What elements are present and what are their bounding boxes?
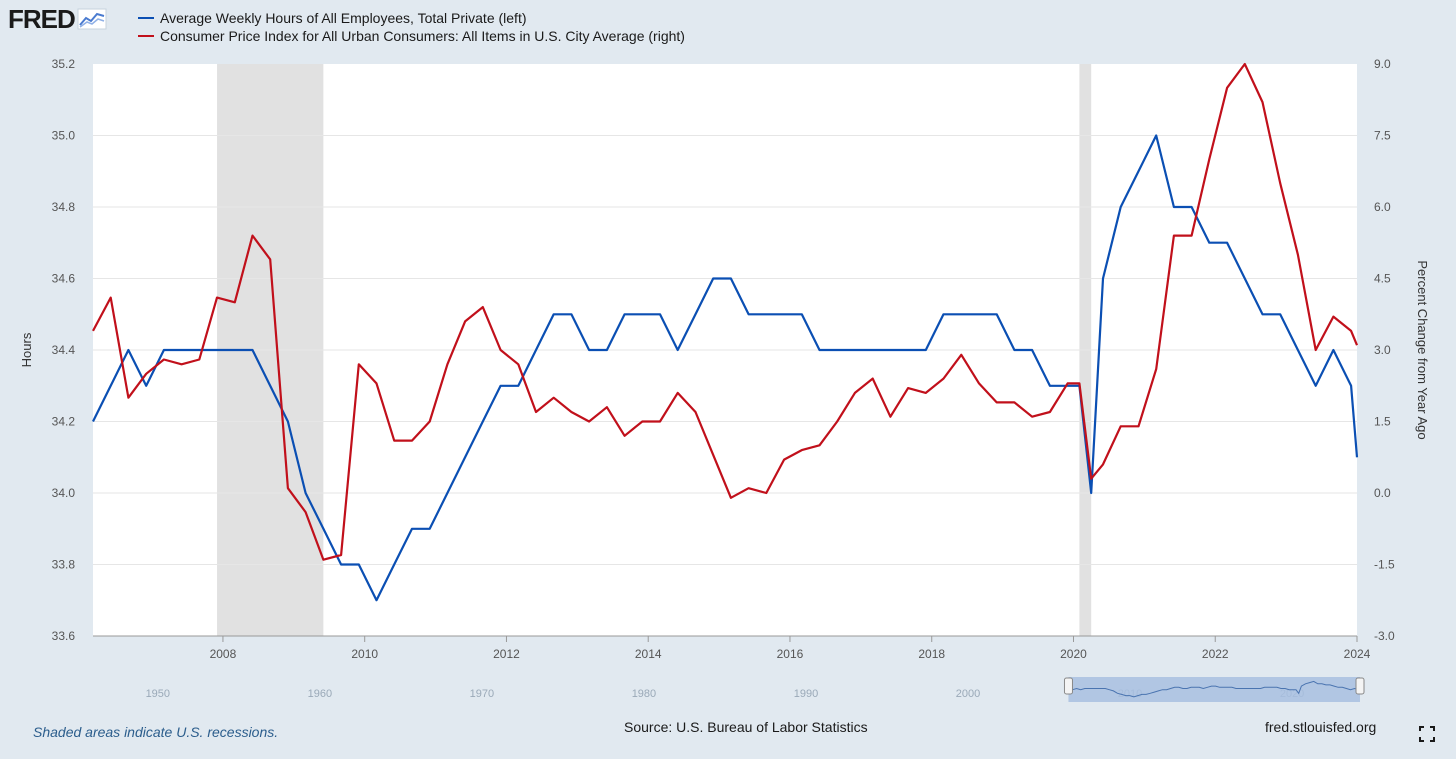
navigator-handle-left[interactable]: [1063, 677, 1073, 695]
legend-label-hours: Average Weekly Hours of All Employees, T…: [160, 10, 527, 26]
navigator-handle-right[interactable]: [1355, 677, 1365, 695]
legend-swatch-hours: [138, 17, 154, 19]
x-tick-label: 2022: [1202, 647, 1229, 661]
chart-canvas[interactable]: 33.6 33.8 34.0 34.2 34.4 34.6 34.8 35.0 35.2 -3.0…: [0, 0, 1456, 710]
x-tick-label: 2024: [1344, 647, 1371, 661]
y2-tick-label: 1.5: [1374, 415, 1391, 429]
y-tick-label: 33.6: [52, 629, 76, 643]
x-tick-label: 2010: [351, 647, 378, 661]
y2-tick-label: -1.5: [1374, 558, 1395, 572]
y-tick-label: 33.8: [52, 558, 76, 572]
series-line-cpi[interactable]: [92, 62, 1359, 561]
y2-tick-label: 6.0: [1374, 200, 1391, 214]
navigator-selection[interactable]: [1068, 677, 1360, 702]
y2-tick-label: 4.5: [1374, 272, 1391, 286]
y-tick-label: 35.0: [52, 129, 76, 143]
y2-axis-title: Percent Change from Year Ago: [1415, 260, 1430, 439]
y2-tick-label: 9.0: [1374, 57, 1391, 71]
source-credit: Source: U.S. Bureau of Labor Statistics: [624, 719, 868, 735]
x-tick-label: 2012: [493, 647, 520, 661]
y-tick-label: 34.0: [52, 486, 76, 500]
legend-item-cpi[interactable]: Consumer Price Index for All Urban Consu…: [138, 27, 685, 45]
navigator-label: 1950: [146, 688, 170, 700]
logo-text: FRED: [8, 3, 76, 34]
y2-tick-label: 7.5: [1374, 129, 1391, 143]
legend-swatch-cpi: [138, 35, 154, 37]
x-tick-label: 2014: [635, 647, 662, 661]
navigator-label: 1970: [470, 688, 494, 700]
y-tick-label: 34.4: [52, 343, 76, 357]
x-tick-label: 2008: [210, 647, 237, 661]
y2-tick-label: -3.0: [1374, 629, 1395, 643]
navigator-label: 1980: [632, 688, 656, 700]
fullscreen-icon[interactable]: [1419, 726, 1435, 742]
legend-label-cpi: Consumer Price Index for All Urban Consu…: [160, 28, 685, 44]
navigator-label: 2000: [956, 688, 980, 700]
site-link[interactable]: fred.stlouisfed.org: [1265, 719, 1377, 735]
y2-tick-label: 3.0: [1374, 343, 1391, 357]
legend-item-hours[interactable]: Average Weekly Hours of All Employees, T…: [138, 9, 685, 27]
navigator-label: 1960: [308, 688, 332, 700]
recession-note: Shaded areas indicate U.S. recessions.: [33, 724, 279, 740]
y2-tick-label: 0.0: [1374, 486, 1391, 500]
chart-legend: Average Weekly Hours of All Employees, T…: [138, 9, 685, 45]
fred-logo[interactable]: FRED: [8, 4, 107, 34]
y-tick-label: 35.2: [52, 57, 76, 71]
x-tick-label: 2018: [918, 647, 945, 661]
y-tick-label: 34.2: [52, 415, 76, 429]
navigator-series: [1068, 680, 1361, 698]
y-tick-label: 34.8: [52, 200, 76, 214]
line-chart-icon: [77, 8, 107, 30]
y-axis-title: Hours: [19, 332, 34, 367]
series-line-hours[interactable]: [92, 134, 1359, 602]
x-tick-label: 2016: [777, 647, 804, 661]
x-tick-label: 2020: [1060, 647, 1087, 661]
navigator-label: 1990: [794, 688, 818, 700]
y-tick-label: 34.6: [52, 272, 76, 286]
